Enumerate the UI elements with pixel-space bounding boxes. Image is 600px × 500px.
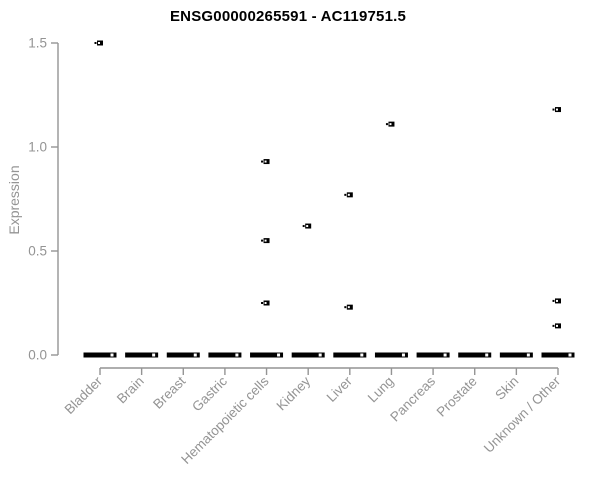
outlier-point-dash: [261, 160, 264, 163]
x-tick-label: Lung: [365, 374, 397, 406]
y-tick-label: 1.5: [28, 36, 47, 51]
baseline-box-notch: [401, 353, 405, 357]
x-tick-label: Unknown / Other: [481, 373, 564, 456]
outlier-point-pip: [389, 123, 392, 126]
outlier-point-dash: [552, 324, 555, 327]
outlier-point-pip: [264, 239, 267, 242]
baseline-box: [416, 352, 450, 358]
outlier-point-dash: [385, 123, 388, 126]
y-tick-label: 0.0: [28, 348, 47, 363]
outlier-point-pip: [556, 299, 558, 302]
x-tick-label: Pancreas: [387, 373, 438, 424]
outlier-point-dash: [302, 225, 305, 228]
x-tick-label: Kidney: [274, 373, 314, 413]
baseline-box-notch: [193, 353, 197, 357]
baseline-box-notch: [568, 353, 572, 357]
x-tick-label: Skin: [492, 374, 521, 403]
outlier-point-pip: [556, 324, 558, 327]
outlier-point-dash: [552, 108, 555, 111]
baseline-box-notch: [110, 353, 114, 357]
outlier-point-pip: [306, 225, 309, 228]
baseline-box: [541, 352, 575, 358]
baseline-box: [83, 352, 117, 358]
outlier-point-pip: [347, 193, 350, 196]
outlier-point-pip: [264, 302, 267, 304]
baseline-box: [333, 352, 367, 358]
baseline-box-notch: [277, 353, 281, 357]
outlier-point-dash: [344, 306, 347, 309]
baseline-box: [125, 352, 159, 358]
baseline-box-notch: [443, 353, 447, 357]
baseline-box-notch: [485, 353, 489, 357]
baseline-box-notch: [152, 353, 156, 357]
outlier-point-dash: [261, 302, 264, 304]
baseline-box: [499, 352, 533, 358]
baseline-box: [458, 352, 492, 358]
baseline-box: [166, 352, 200, 358]
y-axis-label: Expression: [6, 165, 22, 235]
outlier-point-pip: [347, 306, 350, 309]
outlier-point-pip: [556, 108, 558, 111]
baseline-box-notch: [526, 353, 530, 357]
x-tick-label: Liver: [324, 373, 356, 405]
outlier-point-dash: [344, 193, 347, 196]
y-tick-label: 1.0: [28, 140, 47, 155]
baseline-box-notch: [360, 353, 364, 357]
outlier-point-dash: [94, 42, 97, 44]
outlier-point-dash: [261, 239, 264, 242]
baseline-box: [374, 352, 408, 358]
outlier-point-pip: [98, 42, 100, 44]
x-tick-label: Bladder: [62, 373, 106, 417]
chart-title: ENSG00000265591 - AC119751.5: [169, 8, 407, 25]
y-tick-label: 0.5: [28, 244, 47, 259]
baseline-box: [250, 352, 284, 358]
x-tick-label: Breast: [150, 373, 188, 411]
x-tick-label: Brain: [114, 374, 147, 407]
baseline-box: [291, 352, 325, 358]
baseline-box: [208, 352, 242, 358]
x-tick-label: Prostate: [434, 374, 480, 420]
outlier-point-dash: [552, 299, 555, 302]
baseline-box-notch: [318, 353, 322, 357]
outlier-point-pip: [264, 160, 267, 163]
x-tick-label: Gastric: [189, 373, 230, 414]
baseline-box-notch: [235, 353, 239, 357]
